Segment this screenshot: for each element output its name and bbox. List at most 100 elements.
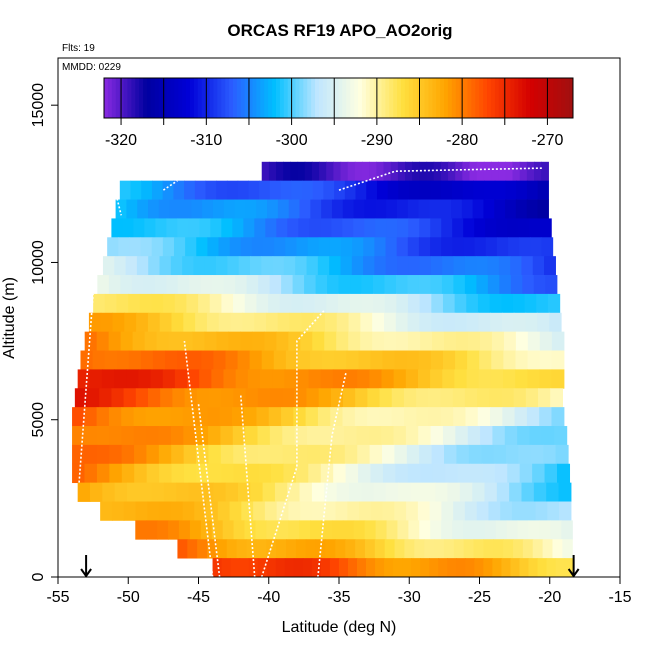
colorbar-swatch [565, 78, 570, 118]
heat-cell [453, 539, 465, 559]
heat-cell [183, 312, 196, 333]
heat-cell [188, 218, 200, 238]
heat-cell [287, 482, 301, 502]
heat-cell [262, 482, 276, 502]
colorbar-swatch [401, 78, 406, 118]
heat-cell [123, 388, 137, 408]
heat-cell [474, 237, 487, 257]
colorbar-swatch [557, 78, 562, 118]
heat-cell [430, 180, 442, 200]
colorbar-swatch [408, 78, 414, 118]
heat-cell [125, 256, 138, 276]
flight-track-lines [78, 167, 543, 578]
heat-cell [269, 388, 283, 408]
heat-cell [144, 331, 158, 351]
heat-cell [135, 520, 147, 540]
heat-cell [441, 237, 453, 257]
heat-cell [494, 463, 508, 484]
heat-cell [357, 369, 370, 389]
heat-cell [344, 426, 358, 446]
heat-cell [440, 161, 449, 182]
heat-cell [300, 501, 313, 521]
heat-cell [517, 520, 530, 540]
heat-cell [156, 331, 170, 351]
heat-cell [285, 237, 298, 257]
heat-cell [151, 180, 164, 200]
heat-cell [176, 482, 190, 502]
colorbar-swatch [209, 78, 214, 118]
heat-cell [361, 482, 375, 502]
heat-cell [537, 312, 550, 333]
heat-cell [187, 539, 198, 559]
heat-cell [122, 218, 134, 238]
heat-cell [411, 558, 421, 578]
heat-cell [208, 388, 222, 408]
heat-cell [320, 444, 334, 465]
colorbar-swatch [354, 78, 359, 118]
heat-cell [160, 388, 173, 408]
colorbar-swatch [104, 78, 109, 118]
heat-cell [168, 520, 180, 540]
colorbar-swatch [490, 78, 496, 118]
colorbar-tick-label: -270 [531, 132, 563, 149]
heat-cell [493, 539, 504, 559]
heat-cell [356, 558, 367, 578]
heat-cell [338, 558, 349, 578]
heat-cell [299, 199, 311, 219]
heat-cell [216, 539, 228, 559]
colorbar-tick-label: -280 [446, 132, 478, 149]
heat-cell [419, 180, 432, 200]
colorbar-swatch [240, 78, 246, 118]
heat-cell [360, 331, 373, 351]
heat-cell [488, 501, 501, 521]
heat-cell [306, 426, 320, 446]
heat-cell [97, 275, 110, 295]
heat-cell [519, 161, 528, 182]
heat-cell [408, 331, 421, 351]
heat-cell [264, 501, 278, 521]
heat-cell [283, 256, 296, 276]
heat-cell [477, 407, 491, 427]
colorbar-swatch [111, 78, 117, 118]
heat-cell [266, 558, 277, 578]
heat-cell [532, 539, 544, 559]
heat-cell [402, 558, 412, 578]
heat-cell [182, 256, 195, 276]
heat-cell [121, 426, 135, 446]
heat-cell [200, 520, 213, 540]
heat-cell [77, 369, 91, 389]
heat-cell [345, 539, 356, 559]
heat-cell [183, 444, 197, 465]
heat-cell [419, 256, 432, 276]
heat-cell [173, 237, 186, 257]
heat-cell [268, 161, 277, 182]
heat-cell [347, 558, 358, 578]
heat-cell [558, 482, 572, 502]
heat-cell [265, 218, 277, 238]
heat-cell [267, 199, 279, 219]
heat-cell [473, 539, 484, 559]
heat-cell [276, 218, 288, 238]
heat-cell [90, 482, 103, 502]
heat-cell [546, 482, 560, 502]
heat-cell [235, 275, 248, 295]
heat-cell [467, 350, 480, 370]
heat-cell [116, 350, 130, 370]
heat-cell [430, 426, 444, 446]
heat-cell [551, 350, 565, 370]
colorbar-swatch [436, 78, 441, 118]
heat-cell [464, 256, 477, 276]
heat-cell [162, 180, 174, 200]
heat-cell [145, 407, 159, 427]
heat-cell [505, 161, 514, 182]
heat-cell [158, 501, 172, 521]
colorbar-swatch [232, 78, 238, 118]
heat-cell [305, 407, 319, 427]
heat-cell [171, 444, 185, 465]
heat-row [261, 161, 549, 182]
heat-cell [294, 426, 308, 446]
heat-cell [494, 199, 506, 219]
flight-track [197, 403, 221, 578]
heat-cell [324, 482, 338, 502]
colorbar-swatch [549, 78, 554, 118]
